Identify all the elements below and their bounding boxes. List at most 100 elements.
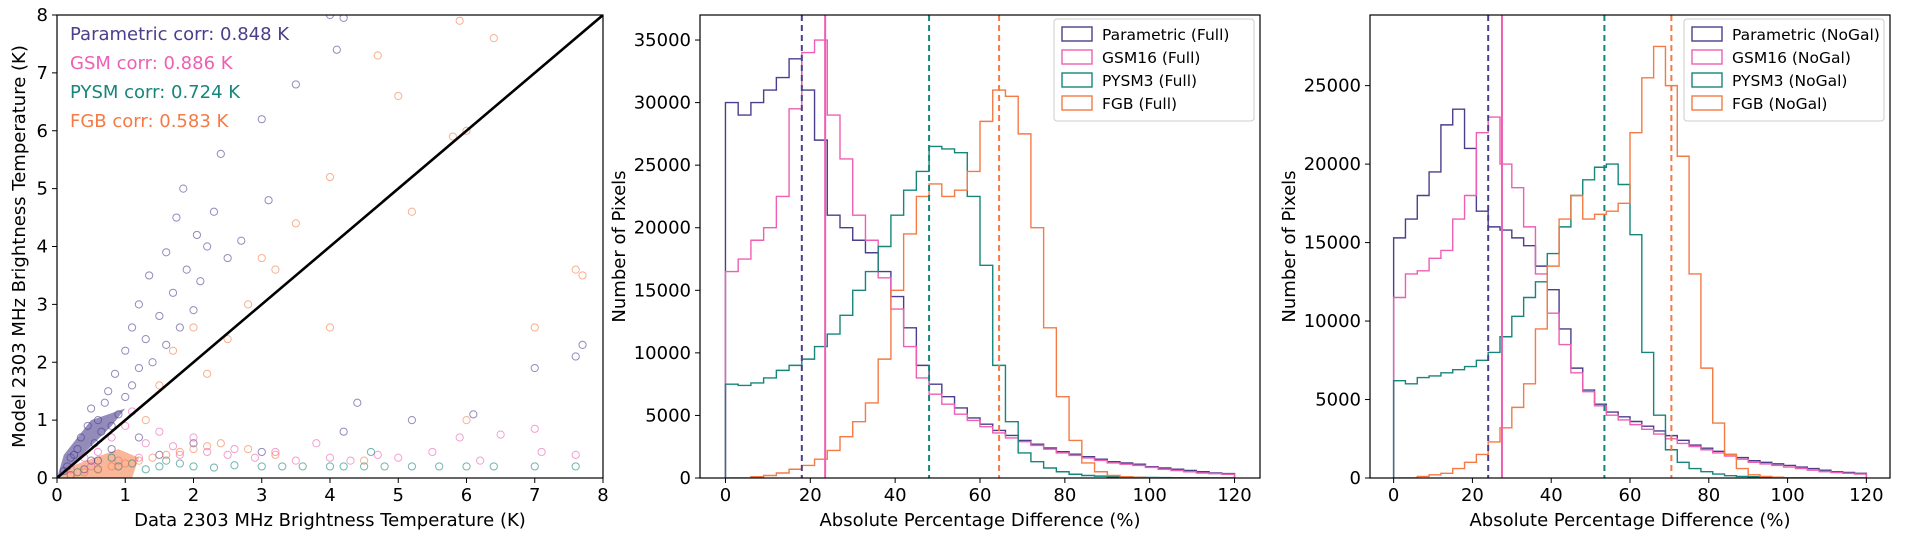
parametric-point xyxy=(121,346,130,355)
parametric-point xyxy=(339,15,348,22)
parametric-point xyxy=(168,288,178,297)
gsm-point xyxy=(114,456,123,465)
fgb-point xyxy=(407,207,416,216)
fgb-point xyxy=(168,346,178,355)
y-tick-label: 25000 xyxy=(634,155,691,176)
parametric-legend-label: Parametric (NoGal) xyxy=(1732,26,1880,44)
parametric-point xyxy=(257,115,266,124)
x-tick-label: 60 xyxy=(969,485,992,506)
parametric-point xyxy=(216,149,225,158)
fgb-point xyxy=(455,16,464,25)
gsm-point xyxy=(155,427,164,436)
fgb-legend-swatch xyxy=(1691,95,1723,111)
parametric-legend-swatch xyxy=(1691,26,1723,42)
pysm-point xyxy=(339,462,348,471)
gsm-point xyxy=(312,439,321,448)
x-tick-label: 3 xyxy=(256,485,267,506)
y-tick-label: 15000 xyxy=(634,280,691,301)
parametric-point xyxy=(155,311,164,321)
fgb-point xyxy=(373,51,382,60)
parametric-point xyxy=(162,248,171,257)
pysm-point xyxy=(360,462,369,471)
gsm-point xyxy=(537,447,546,457)
fgb-point xyxy=(93,465,103,474)
parametric-point xyxy=(134,300,143,309)
parametric-point xyxy=(325,15,335,20)
parametric-corr-annotation: Parametric corr: 0.848 K xyxy=(70,24,290,45)
legend-box xyxy=(1683,18,1885,122)
parametric-point xyxy=(291,80,300,89)
fgb-point xyxy=(394,91,403,101)
parametric-point xyxy=(87,456,96,465)
y-tick-label: 20000 xyxy=(1304,154,1361,175)
fgb-point xyxy=(189,444,198,454)
x-tick-label: 1 xyxy=(120,485,131,506)
parametric-point xyxy=(237,236,246,245)
parametric-point xyxy=(223,253,232,263)
x-tick-label: 60 xyxy=(1619,485,1642,506)
pysm-point xyxy=(462,462,471,471)
parametric-point xyxy=(530,363,539,373)
y-tick-label: 1 xyxy=(37,410,48,431)
pysm-point xyxy=(571,462,580,471)
parametric-point xyxy=(264,196,273,205)
parametric-point xyxy=(182,265,191,274)
parametric-legend-swatch xyxy=(1061,26,1093,42)
gsm-point xyxy=(230,444,239,454)
scatter-panel: 0 1 2 3 4 5 6 7 8 0 1 2 3 4 5 6 7 8 Data 2303 MHz Brightne… xyxy=(9,5,609,531)
y-axis-label: Number of Pixels xyxy=(609,170,630,322)
pysm-point xyxy=(366,447,376,457)
x-tick-label: 100 xyxy=(1770,485,1804,506)
parametric-point xyxy=(209,207,219,216)
x-tick-label: 40 xyxy=(884,485,907,506)
x-tick-label: 4 xyxy=(324,485,335,506)
parametric-point xyxy=(107,444,116,454)
gsm-point xyxy=(271,447,280,457)
parametric-point xyxy=(134,433,143,442)
parametric-point xyxy=(172,213,181,222)
fgb-legend-label: FGB (NoGal) xyxy=(1732,95,1827,113)
y-tick-label: 10000 xyxy=(634,343,691,364)
parametric-point xyxy=(141,335,150,344)
gsm-legend-swatch xyxy=(1691,49,1723,65)
x-tick-label: 80 xyxy=(1697,485,1720,506)
pysm-point xyxy=(141,465,150,474)
pysm-point xyxy=(189,462,198,471)
gsm-point xyxy=(121,421,130,431)
pysm-point xyxy=(278,462,287,471)
y-tick-label: 35000 xyxy=(634,30,691,51)
y-tick-label: 8 xyxy=(37,5,48,26)
gsm-legend-swatch xyxy=(1061,49,1093,65)
legend-box xyxy=(1053,18,1255,122)
gsm-legend-label: GSM16 (Full) xyxy=(1102,49,1200,67)
gsm-point xyxy=(291,456,300,465)
fgb-point xyxy=(271,265,280,274)
gsm-point xyxy=(325,453,335,462)
gsm-histogram-step xyxy=(1392,116,1868,478)
histogram-body xyxy=(1392,15,1868,478)
pysm-point xyxy=(257,462,266,471)
y-tick-label: 5000 xyxy=(645,405,691,426)
y-tick-label: 25000 xyxy=(1304,76,1361,97)
gsm-point xyxy=(373,450,382,459)
parametric-point xyxy=(332,45,341,54)
parametric-point xyxy=(87,404,96,413)
fgb-point xyxy=(462,416,471,425)
pysm-point xyxy=(162,456,171,465)
fgb-point xyxy=(291,219,300,228)
x-tick-label: 120 xyxy=(1217,485,1251,506)
fgb-point xyxy=(271,450,280,459)
y-tick-label: 4 xyxy=(37,237,48,258)
gsm-point xyxy=(168,442,178,451)
gsm-point xyxy=(571,450,580,459)
parametric-point xyxy=(145,271,154,280)
parametric-point xyxy=(189,306,198,315)
fgb-point xyxy=(148,453,157,462)
parametric-point xyxy=(134,363,143,373)
gsm-point xyxy=(476,456,485,465)
fgb-point xyxy=(578,271,587,280)
parametric-point xyxy=(69,450,79,459)
parametric-point xyxy=(97,427,106,436)
gsm-point xyxy=(394,453,403,462)
